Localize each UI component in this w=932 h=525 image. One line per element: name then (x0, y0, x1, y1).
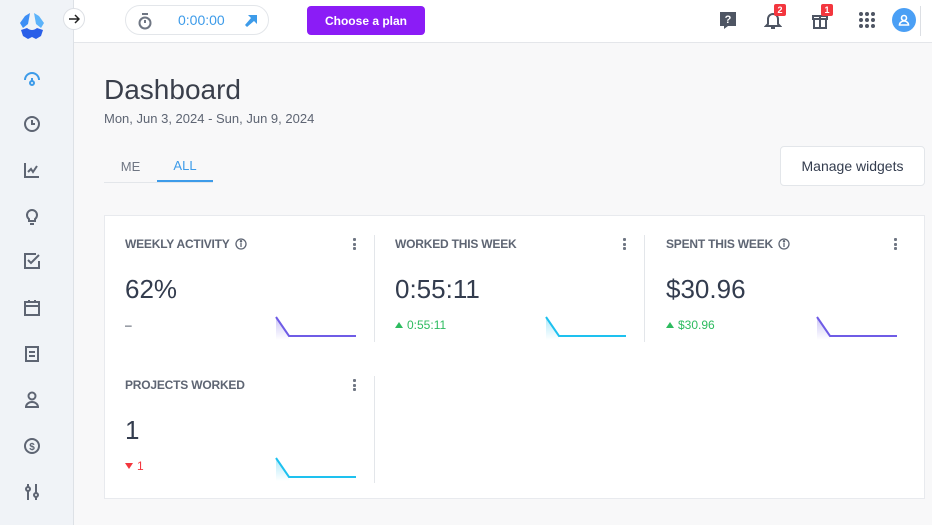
widgets-panel: WEEKLY ACTIVITY 62% – WORKED THIS WEEK 0… (104, 215, 925, 499)
user-icon (898, 14, 910, 26)
app-logo[interactable] (17, 11, 47, 41)
info-icon[interactable] (778, 238, 790, 250)
sidebar-item-schedules[interactable] (21, 297, 43, 319)
sidebar-item-insights[interactable] (21, 205, 43, 227)
svg-text:$: $ (29, 442, 35, 453)
widget-title: WEEKLY ACTIVITY (125, 237, 247, 251)
triangle-down-icon (125, 463, 133, 469)
widget-menu-button[interactable] (892, 237, 898, 251)
timer-value: 0:00:00 (178, 12, 225, 28)
page-title: Dashboard (104, 74, 241, 105)
widget-title: WORKED THIS WEEK (395, 237, 517, 251)
sidebar-item-tasks[interactable] (21, 250, 43, 272)
gauge-icon (24, 72, 40, 86)
widget-spent-this-week: SPENT THIS WEEK $30.96 $30.96 (646, 216, 916, 357)
line-chart-icon (24, 163, 39, 178)
apps-grid-icon (859, 12, 875, 28)
widget-menu-button[interactable] (351, 378, 357, 392)
sidebar: $ (0, 0, 74, 525)
widget-weekly-activity: WEEKLY ACTIVITY 62% – (105, 216, 375, 357)
user-avatar[interactable] (892, 8, 916, 32)
sidebar-item-people[interactable] (21, 389, 43, 411)
widget-value: 0:55:11 (395, 274, 480, 304)
widget-delta: – (125, 318, 132, 332)
scope-tabs: ME ALL (104, 150, 213, 183)
sidebar-item-timesheets[interactable] (21, 113, 43, 135)
tab-me[interactable]: ME (120, 158, 141, 174)
widget-delta: $30.96 (666, 318, 715, 332)
person-icon (24, 391, 40, 408)
arrow-up-right-icon (245, 15, 257, 27)
svg-text:?: ? (725, 14, 732, 26)
lightbulb-icon (26, 209, 38, 225)
triangle-up-icon (666, 322, 674, 328)
sparkline (545, 316, 626, 340)
widget-value: $30.96 (666, 274, 746, 304)
divider (374, 376, 375, 483)
widget-projects-worked: PROJECTS WORKED 1 1 (105, 357, 375, 498)
help-icon: ? (720, 12, 736, 29)
dollar-circle-icon: $ (24, 438, 40, 454)
widget-value: 62% (125, 274, 178, 304)
divider (644, 235, 645, 342)
sparkline (275, 316, 356, 340)
gifts-badge: 1 (821, 4, 833, 16)
notifications-badge: 2 (774, 4, 786, 16)
sidebar-item-activity[interactable] (21, 159, 43, 181)
choose-plan-button[interactable]: Choose a plan (307, 6, 425, 35)
document-icon (25, 346, 39, 362)
calendar-icon (24, 300, 40, 316)
widget-title: PROJECTS WORKED (125, 378, 245, 392)
triangle-up-icon (395, 322, 403, 328)
gift-icon (812, 15, 828, 29)
arrow-right-icon (69, 14, 80, 24)
sidebar-item-settings[interactable] (21, 481, 43, 503)
sidebar-expand-button[interactable] (63, 8, 85, 30)
clock-icon (24, 116, 40, 132)
checkbox-icon (24, 253, 40, 269)
widget-menu-button[interactable] (621, 237, 627, 251)
apps-button[interactable] (855, 8, 879, 32)
widget-menu-button[interactable] (351, 237, 357, 251)
sidebar-item-reports[interactable] (21, 343, 43, 365)
notifications-button[interactable]: 2 (761, 4, 786, 32)
manage-widgets-button[interactable]: Manage widgets (780, 146, 925, 186)
divider (374, 235, 375, 342)
sidebar-item-financials[interactable]: $ (21, 435, 43, 457)
date-range: Mon, Jun 3, 2024 - Sun, Jun 9, 2024 (104, 111, 315, 126)
sparkline (275, 457, 356, 481)
widget-delta: 0:55:11 (395, 318, 446, 332)
widget-delta: 1 (125, 459, 144, 473)
widget-value: 1 (125, 415, 140, 445)
sparkline (816, 316, 897, 340)
top-bar: 0:00:00 Choose a plan ? 2 1 (74, 0, 932, 43)
divider (920, 6, 921, 36)
timer-widget: 0:00:00 (125, 5, 269, 35)
info-icon[interactable] (234, 238, 247, 250)
widget-worked-this-week: WORKED THIS WEEK 0:55:11 0:55:11 (375, 216, 645, 357)
gifts-button[interactable]: 1 (808, 4, 833, 32)
sliders-icon (25, 484, 39, 500)
stopwatch-icon (137, 12, 153, 35)
help-button[interactable]: ? (716, 8, 740, 32)
widget-title: SPENT THIS WEEK (666, 237, 790, 251)
sidebar-item-dashboard[interactable] (21, 67, 43, 89)
tab-all[interactable]: ALL (157, 150, 213, 182)
start-timer-button[interactable] (245, 14, 257, 32)
